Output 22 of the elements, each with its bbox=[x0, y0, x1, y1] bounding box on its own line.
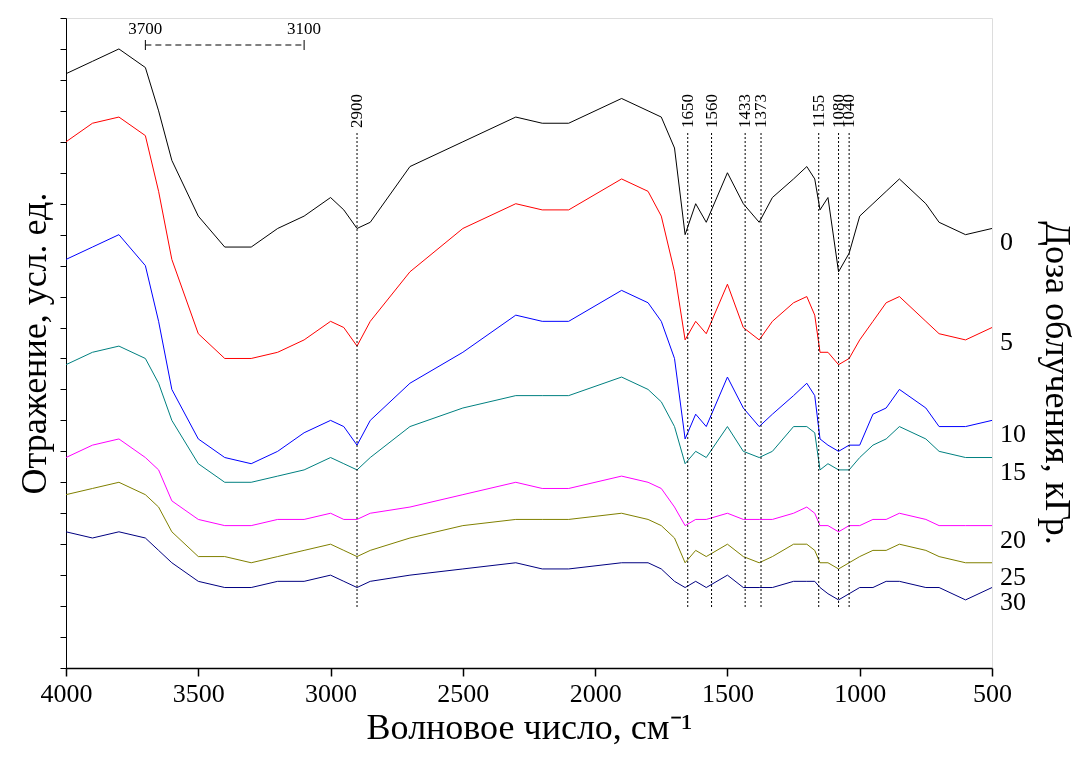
ref-line-label: 1650 bbox=[677, 94, 697, 128]
ref-line-label: 2900 bbox=[347, 94, 367, 128]
series-label: 10 bbox=[1000, 419, 1026, 449]
series-label: 5 bbox=[1000, 326, 1013, 356]
ref-line-label: 1155 bbox=[808, 94, 828, 128]
x-tick-label: 3500 bbox=[172, 678, 225, 708]
series-label: 15 bbox=[1000, 456, 1026, 486]
y2-axis-title: Доза облучения, кГр. bbox=[1038, 221, 1078, 545]
y-axis-title: Отражение, усл. ед. bbox=[14, 192, 54, 495]
x-axis-title: Волновое число, см⁻¹ bbox=[366, 706, 693, 747]
annotation: 3700 bbox=[128, 19, 163, 38]
annotation: 3100 bbox=[287, 19, 322, 38]
series-label: 0 bbox=[1000, 227, 1013, 257]
ref-line-label: 1560 bbox=[701, 94, 721, 128]
x-tick-label: 3000 bbox=[305, 678, 358, 708]
x-tick-label: 2500 bbox=[437, 678, 490, 708]
x-tick-label: 2000 bbox=[569, 678, 622, 708]
series-label: 20 bbox=[1000, 524, 1026, 554]
x-tick-label: 4000 bbox=[40, 678, 93, 708]
x-tick-label: 500 bbox=[973, 678, 1012, 708]
x-tick-label: 1500 bbox=[701, 678, 754, 708]
x-tick-label: 1000 bbox=[834, 678, 887, 708]
